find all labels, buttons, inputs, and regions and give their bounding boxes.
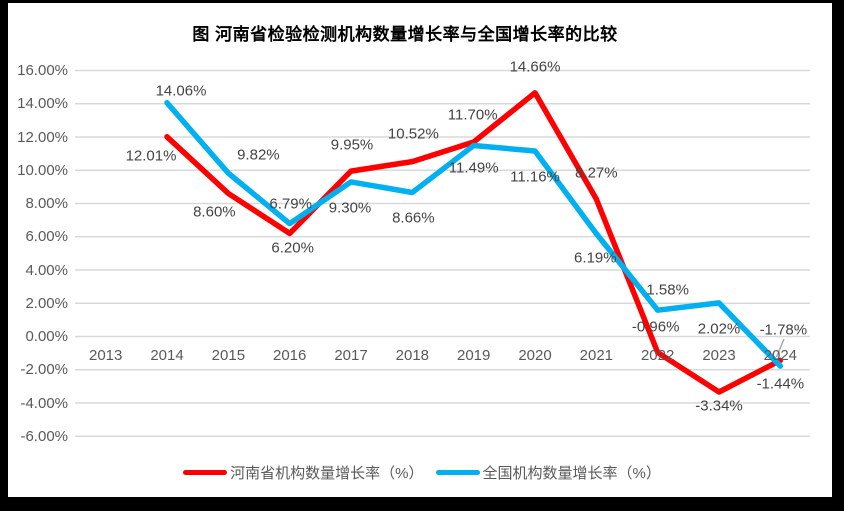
x-tick-label: 2024 <box>763 347 798 364</box>
legend-line-swatch-henan <box>183 469 228 475</box>
data-label: -0.96% <box>631 318 680 336</box>
y-tick-label: -4.00% <box>20 394 68 412</box>
henan-series-line <box>164 90 784 395</box>
data-label: 6.79% <box>269 195 312 213</box>
data-label: 6.19% <box>574 249 617 267</box>
data-label: 11.16% <box>510 168 560 186</box>
x-tick-label: 2020 <box>518 347 552 364</box>
x-tick-label: 2014 <box>150 347 184 364</box>
data-label: 10.52% <box>387 125 439 143</box>
data-label: 1.58% <box>646 281 689 299</box>
chart-legend: 河南省机构数量增长率（%） 全国机构数量增长率（%） <box>0 460 844 484</box>
legend-item-national: 全国机构数量增长率（%） <box>435 462 661 483</box>
data-label: -1.78% <box>759 321 808 339</box>
data-label: -3.34% <box>695 397 743 415</box>
x-tick-label: 2023 <box>702 347 736 364</box>
x-tick-label: 2017 <box>334 347 368 364</box>
x-tick-label: 2021 <box>579 347 614 364</box>
y-tick-label: 4.00% <box>25 261 68 279</box>
legend-line-swatch-national <box>435 469 480 475</box>
x-tick-label: 2016 <box>273 347 307 364</box>
data-label: 8.66% <box>392 209 435 227</box>
data-label: -1.44% <box>756 375 805 393</box>
legend-item-henan: 河南省机构数量增长率（%） <box>183 462 424 483</box>
legend-label-national: 全国机构数量增长率（%） <box>482 464 661 482</box>
national-series-line <box>164 100 784 369</box>
x-tick-label: 2015 <box>211 347 246 364</box>
data-label: 11.49% <box>448 159 499 177</box>
data-label: 8.27% <box>575 164 618 182</box>
data-label: 8.60% <box>193 203 236 221</box>
y-tick-label: -2.00% <box>20 361 68 379</box>
y-tick-label: 0.00% <box>25 328 68 345</box>
y-tick-label: -6.00% <box>20 427 68 445</box>
x-tick-label: 2022 <box>640 347 675 364</box>
y-tick-label: 12.00% <box>17 128 68 146</box>
y-tick-label: 10.00% <box>17 161 68 179</box>
data-label: 9.82% <box>237 146 280 164</box>
x-tick-label: 2013 <box>89 347 123 364</box>
data-label: 11.70% <box>447 106 498 124</box>
data-label: 14.06% <box>155 82 207 100</box>
data-label: 12.01% <box>125 147 177 165</box>
data-label: 2.02% <box>697 320 741 338</box>
data-label: 9.30% <box>328 199 372 217</box>
y-tick-label: 6.00% <box>25 228 68 246</box>
x-tick-label: 2018 <box>395 347 430 364</box>
data-label: 14.66% <box>509 58 561 76</box>
y-tick-label: 2.00% <box>25 294 68 312</box>
chart-panel <box>8 3 832 497</box>
chart-title: 图 河南省检验检测机构数量增长率与全国增长率的比较 <box>192 25 618 44</box>
label-leader-line <box>775 338 785 358</box>
y-tick-label: 16.00% <box>17 62 68 79</box>
legend-label-henan: 河南省机构数量增长率（%） <box>230 464 424 482</box>
y-tick-label: 8.00% <box>25 195 68 212</box>
y-tick-label: 14.00% <box>17 95 68 113</box>
data-label: 9.95% <box>330 136 374 154</box>
data-label: 6.20% <box>271 239 314 257</box>
x-tick-label: 2019 <box>456 347 491 364</box>
